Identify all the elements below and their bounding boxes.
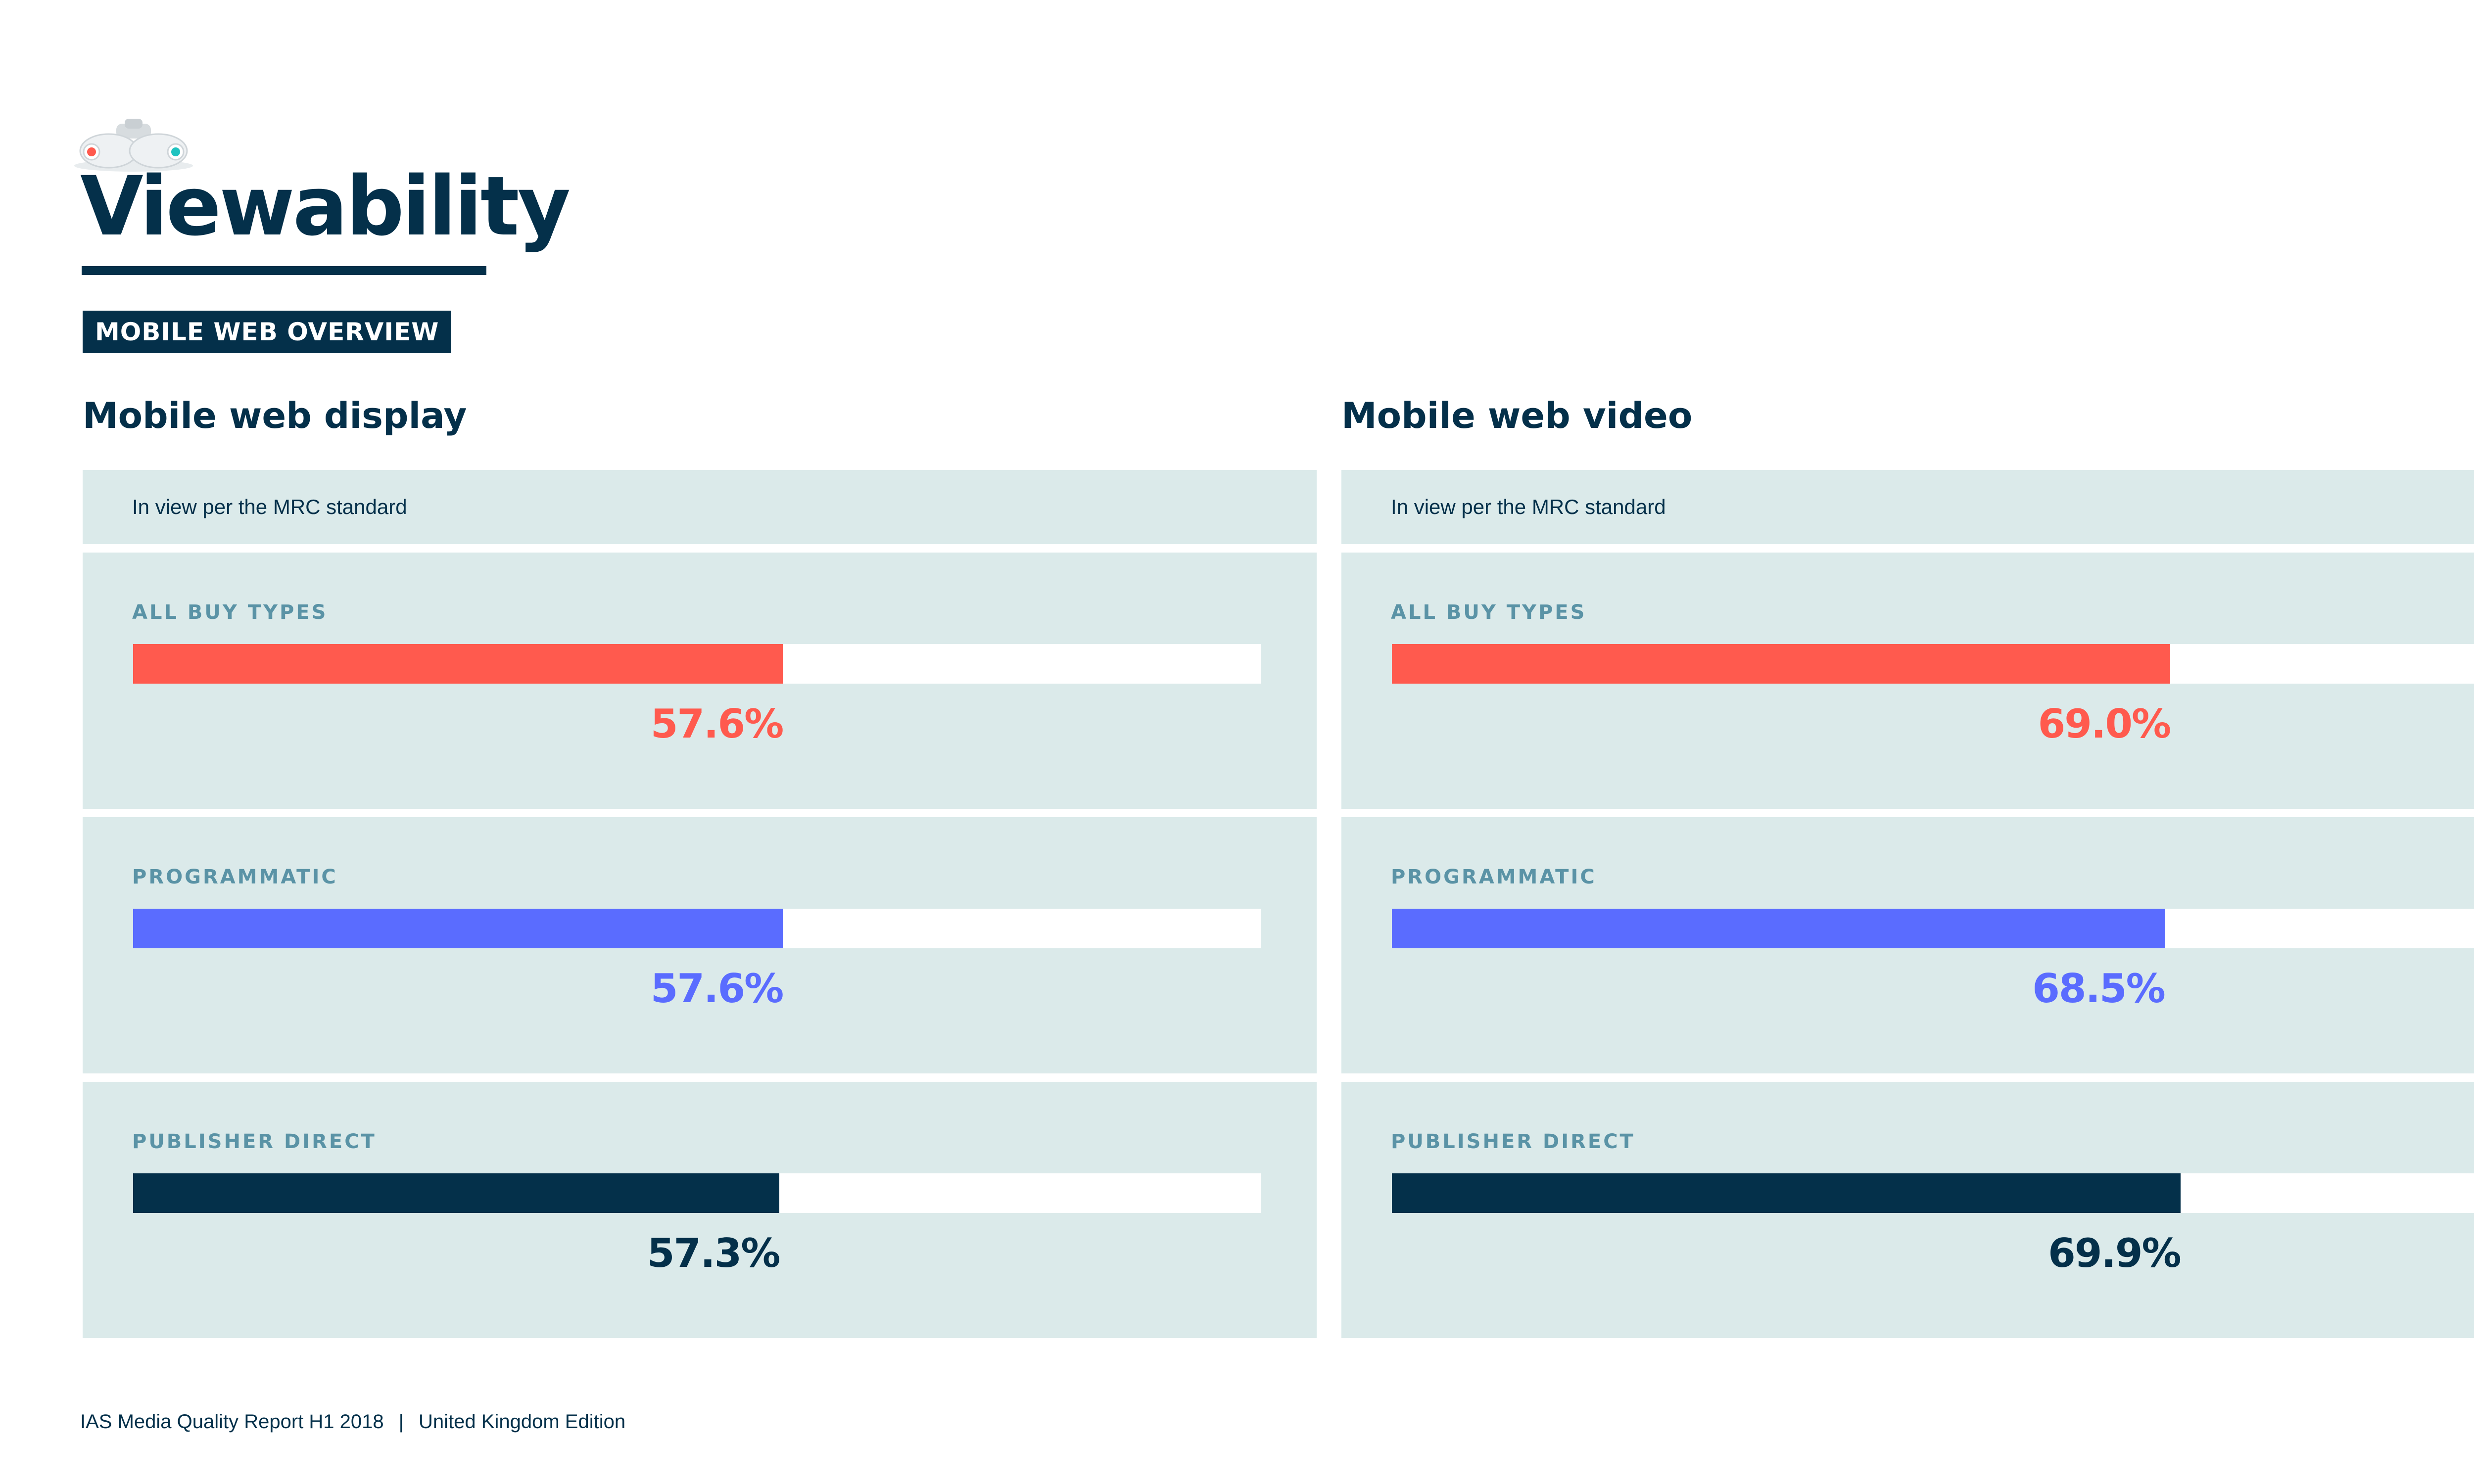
footer: IAS Media Quality Report H1 2018 | United …: [80, 1411, 625, 1433]
title-underline: [82, 266, 486, 275]
chart-title: Mobile web video: [1341, 395, 1693, 436]
category-label: PUBLISHER DIRECT: [132, 1130, 377, 1153]
bar-track: [133, 644, 1261, 684]
metric-publisher-direct: PUBLISHER DIRECT 69.9%: [1341, 1082, 2474, 1338]
footer-report: IAS Media Quality Report H1 2018: [80, 1411, 384, 1433]
category-label: PROGRAMMATIC: [132, 866, 338, 888]
bar: [133, 1173, 780, 1213]
metric-all-buy-types: ALL BUY TYPES 69.0%: [1341, 553, 2474, 809]
data-label: 57.6%: [650, 701, 784, 747]
metric-programmatic: PROGRAMMATIC 57.6%: [83, 817, 1317, 1073]
binoculars-logo-icon: [74, 119, 193, 172]
category-label: ALL BUY TYPES: [132, 601, 328, 624]
page-title: Viewability: [80, 159, 571, 254]
category-label: PROGRAMMATIC: [1391, 866, 1597, 888]
bar: [133, 909, 783, 948]
data-label: 57.6%: [650, 966, 784, 1012]
bar-track: [1392, 1173, 2474, 1213]
data-label: 69.9%: [2048, 1230, 2182, 1276]
data-label: 57.3%: [647, 1230, 781, 1276]
bar: [133, 644, 783, 684]
chart-metrics: ALL BUY TYPES 69.0% PROGRAMMATIC 68.5% PUBLI…: [1341, 553, 2474, 1338]
category-label: ALL BUY TYPES: [1391, 601, 1587, 624]
metric-publisher-direct: PUBLISHER DIRECT 57.3%: [83, 1082, 1317, 1338]
footer-edition: United Kingdom Edition: [419, 1411, 626, 1433]
bar-track: [1392, 644, 2474, 684]
bar-track: [133, 1173, 1261, 1213]
chart-title: Mobile web display: [83, 395, 467, 436]
chart-metrics: ALL BUY TYPES 57.6% PROGRAMMATIC 57.6% PUBLI…: [83, 553, 1317, 1338]
metric-all-buy-types: ALL BUY TYPES 57.6%: [83, 553, 1317, 809]
bar: [1392, 909, 2165, 948]
chart-subtitle: In view per the MRC standard: [83, 470, 1317, 544]
bar-track: [1392, 909, 2474, 948]
metric-programmatic: PROGRAMMATIC 68.5%: [1341, 817, 2474, 1073]
section-tag: MOBILE WEB OVERVIEW: [83, 311, 452, 353]
panel-mobile-web-video: Mobile web video In view per the MRC sta…: [1341, 396, 2474, 1346]
footer-separator: |: [398, 1411, 404, 1433]
panel-mobile-web-display: Mobile web display In view per the MRC s…: [83, 396, 1317, 1346]
data-label: 69.0%: [2038, 701, 2172, 747]
chart-subtitle: In view per the MRC standard: [1341, 470, 2474, 544]
category-label: PUBLISHER DIRECT: [1391, 1130, 1635, 1153]
bar-track: [133, 909, 1261, 948]
bar: [1392, 644, 2171, 684]
bar: [1392, 1173, 2181, 1213]
data-label: 68.5%: [2032, 966, 2166, 1012]
